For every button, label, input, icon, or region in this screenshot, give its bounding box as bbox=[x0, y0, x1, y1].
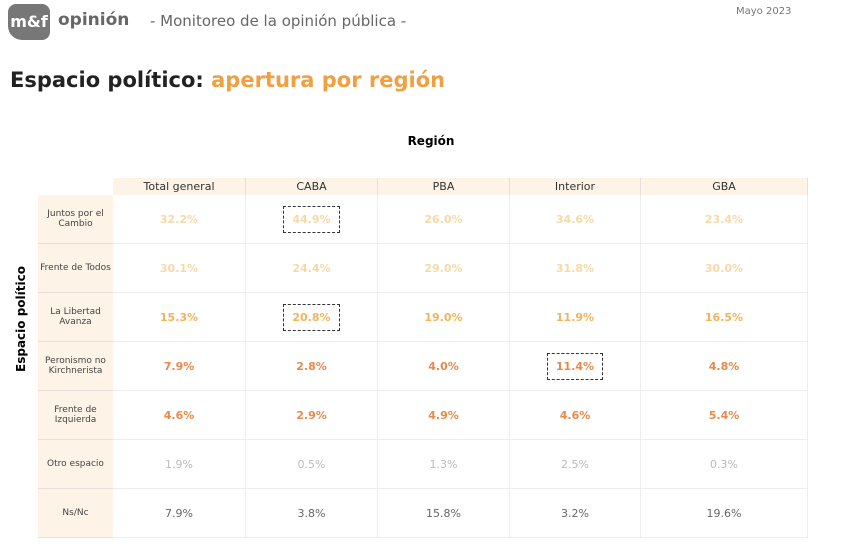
column-header: CABA bbox=[246, 178, 378, 195]
cell-value: 4.9% bbox=[428, 408, 459, 422]
cell: 7.9% bbox=[113, 489, 246, 538]
cell-value: 2.8% bbox=[296, 359, 327, 373]
row-label: Peronismo no Kirchnerista bbox=[38, 342, 113, 391]
row-label: La Libertad Avanza bbox=[38, 293, 113, 342]
row-group: Espacio político bbox=[14, 266, 28, 372]
cell: 11.9% bbox=[510, 293, 641, 342]
cell-value: 30.1% bbox=[159, 261, 199, 275]
cell-value: 4.6% bbox=[559, 408, 591, 422]
cell-value: 30.0% bbox=[704, 261, 744, 275]
cell: 2.5% bbox=[510, 440, 641, 489]
cell-value: 11.4% bbox=[546, 352, 604, 380]
cell-value: 5.4% bbox=[708, 408, 740, 422]
cell-value: 0.5% bbox=[297, 457, 326, 471]
cell-value: 23.4% bbox=[704, 212, 744, 226]
cell: 0.3% bbox=[641, 440, 808, 489]
cell: 44.9% bbox=[246, 195, 378, 244]
cell-value: 44.9% bbox=[283, 205, 340, 233]
cell: 3.8% bbox=[246, 489, 378, 538]
cell-value: 29.0% bbox=[424, 261, 463, 275]
cell: 4.6% bbox=[113, 391, 246, 440]
cell: 34.6% bbox=[510, 195, 641, 244]
row-label: Frente de Izquierda bbox=[38, 391, 113, 440]
cell-value: 16.5% bbox=[704, 310, 744, 324]
cell-value: 15.3% bbox=[159, 310, 199, 324]
cell-value: 0.3% bbox=[710, 457, 738, 471]
column-header: Total general bbox=[113, 178, 246, 195]
cell-value: 3.8% bbox=[297, 506, 326, 520]
title: Espacio político: apertura por región bbox=[10, 68, 445, 92]
cell: 31.8% bbox=[510, 244, 641, 293]
column-header: Interior bbox=[510, 178, 641, 195]
cell-value: 2.9% bbox=[296, 408, 327, 422]
cell: 5.4% bbox=[641, 391, 808, 440]
cell: 15.8% bbox=[378, 489, 510, 538]
cell: 29.0% bbox=[378, 244, 510, 293]
cell-value: 31.8% bbox=[555, 261, 595, 275]
cell: 2.8% bbox=[246, 342, 378, 391]
cell-value: 4.0% bbox=[428, 359, 459, 373]
cell-value: 4.8% bbox=[708, 359, 740, 373]
cell: 4.6% bbox=[510, 391, 641, 440]
cell: 7.9% bbox=[113, 342, 246, 391]
cell: 19.0% bbox=[378, 293, 510, 342]
cell: 20.8% bbox=[246, 293, 378, 342]
brand: opinión bbox=[58, 10, 130, 30]
cell-value: 11.9% bbox=[555, 310, 595, 324]
cell: 24.4% bbox=[246, 244, 378, 293]
cell-value: 4.6% bbox=[163, 408, 195, 422]
column-header: GBA bbox=[641, 178, 808, 195]
row-label: Juntos por el Cambio bbox=[38, 195, 113, 244]
cell-value: 15.8% bbox=[426, 506, 461, 520]
cell: 26.0% bbox=[378, 195, 510, 244]
cell-value: 3.2% bbox=[561, 506, 589, 520]
tagline: - Monitoreo de la opinión pública - bbox=[150, 12, 407, 30]
date: Mayo 2023 bbox=[736, 6, 792, 17]
cell: 4.8% bbox=[641, 342, 808, 391]
column-group: Región bbox=[407, 134, 455, 148]
logo: m&f bbox=[8, 4, 50, 40]
cell: 23.4% bbox=[641, 195, 808, 244]
cell-value: 32.2% bbox=[159, 212, 199, 226]
cell: 0.5% bbox=[246, 440, 378, 489]
title-accent: apertura por región bbox=[211, 68, 446, 92]
cell-value: 1.9% bbox=[165, 457, 193, 471]
cell: 1.3% bbox=[378, 440, 510, 489]
cell: 16.5% bbox=[641, 293, 808, 342]
cell-value: 20.8% bbox=[283, 303, 340, 331]
cell: 19.6% bbox=[641, 489, 808, 538]
cell: 2.9% bbox=[246, 391, 378, 440]
cell: 30.0% bbox=[641, 244, 808, 293]
row-label: Ns/Nc bbox=[38, 489, 113, 538]
cell-value: 24.4% bbox=[292, 261, 331, 275]
cell: 30.1% bbox=[113, 244, 246, 293]
row-label: Otro espacio bbox=[38, 440, 113, 489]
cell: 15.3% bbox=[113, 293, 246, 342]
cell-value: 1.3% bbox=[429, 457, 458, 471]
cell-value: 19.0% bbox=[424, 310, 463, 324]
cell-value: 7.9% bbox=[165, 506, 193, 520]
cell-value: 7.9% bbox=[163, 359, 195, 373]
cell-value: 34.6% bbox=[555, 212, 595, 226]
row-label: Frente de Todos bbox=[38, 244, 113, 293]
cell: 1.9% bbox=[113, 440, 246, 489]
title-main: Espacio político: bbox=[10, 68, 204, 92]
column-header: PBA bbox=[378, 178, 510, 195]
cell: 3.2% bbox=[510, 489, 641, 538]
cell: 4.0% bbox=[378, 342, 510, 391]
cell-value: 26.0% bbox=[424, 212, 463, 226]
cell: 4.9% bbox=[378, 391, 510, 440]
cell-value: 2.5% bbox=[561, 457, 589, 471]
cell: 32.2% bbox=[113, 195, 246, 244]
cell: 11.4% bbox=[510, 342, 641, 391]
cell-value: 19.6% bbox=[706, 506, 742, 520]
